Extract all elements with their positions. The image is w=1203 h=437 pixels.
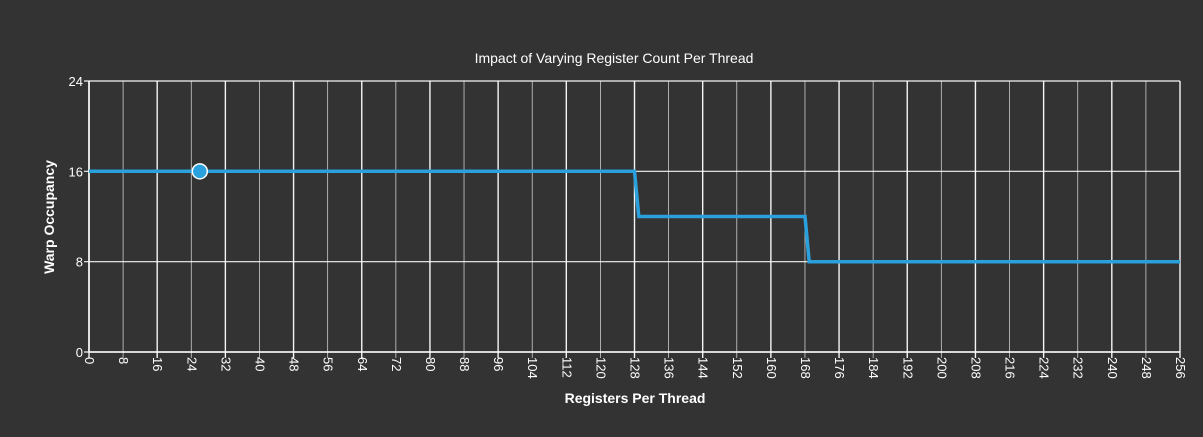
x-tick-label: 64 [355,357,370,371]
y-tick-label: 24 [69,74,83,89]
x-tick-label: 0 [82,357,97,364]
x-tick-label: 16 [150,357,165,371]
x-tick-label: 8 [116,357,131,364]
x-tick-label: 88 [457,357,472,371]
x-tick-label: 128 [628,357,643,379]
x-tick-label: 160 [764,357,779,379]
x-tick-label: 24 [184,357,199,371]
tick-labels: 0 8 16 24 32 40 48 56 64 72 80 88 96 104 112 120 128 136 1… [69,74,1188,379]
x-tick-label: 120 [593,357,608,379]
x-tick-label: 32 [218,357,233,371]
x-tick-label: 56 [321,357,336,371]
y-tick-label: 16 [69,164,83,179]
x-axis-label: Registers Per Thread [565,390,706,406]
y-axis-label: Warp Occupancy [41,160,57,274]
x-tick-label: 152 [730,357,745,379]
x-tick-label: 40 [252,357,267,371]
y-tick-label: 8 [76,255,83,270]
x-tick-label: 72 [389,357,404,371]
x-tick-label: 216 [1003,357,1018,379]
x-tick-label: 224 [1037,357,1052,379]
x-tick-label: 200 [934,357,949,379]
highlight-point [191,163,209,180]
x-tick-label: 168 [798,357,813,379]
x-tick-label: 184 [866,357,881,379]
x-tick-label: 256 [1173,357,1188,379]
x-tick-label: 240 [1105,357,1120,379]
chart-title: Impact of Varying Register Count Per Thr… [475,50,754,66]
x-tick-label: 176 [832,357,847,379]
x-tick-label: 144 [696,357,711,379]
series-line [89,169,1180,264]
series-layer [88,163,1181,264]
y-tick-label: 0 [76,345,83,360]
x-tick-label: 232 [1071,357,1086,379]
x-tick-label: 96 [491,357,506,371]
x-tick-label: 136 [662,357,677,379]
x-tick-label: 104 [525,357,540,379]
x-tick-label: 248 [1139,357,1154,379]
x-tick-label: 80 [423,357,438,371]
x-tick-label: 48 [287,357,302,371]
x-tick-label: 208 [968,357,983,379]
x-tick-label: 112 [559,357,574,378]
grid [84,80,1181,358]
x-tick-label: 192 [900,357,915,379]
